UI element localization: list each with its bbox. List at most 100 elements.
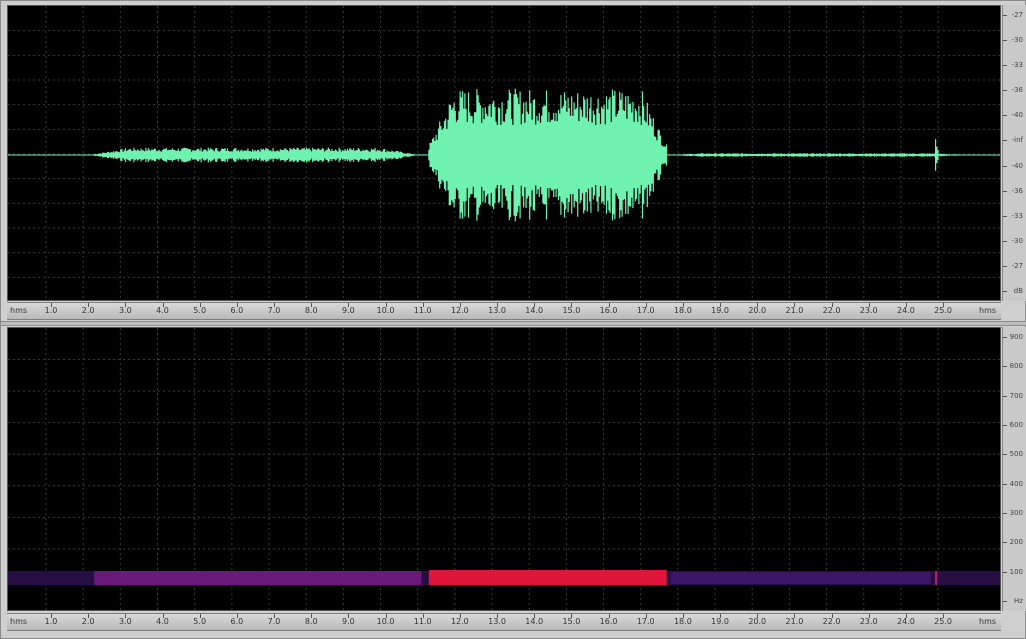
ruler-tick-mark (757, 614, 759, 618)
ruler-tick-mark (51, 303, 52, 307)
scale-tick-mark (1003, 337, 1007, 338)
spectrogram-click (935, 571, 938, 585)
ruler-tick-label: 20.0 (748, 617, 767, 626)
scale-tick-mark (1003, 140, 1007, 142)
time-unit-label: hms (10, 306, 28, 315)
scale-tick-mark (1003, 90, 1007, 92)
scale-tick-mark (1003, 115, 1007, 117)
ruler-tick-mark (831, 303, 833, 307)
ruler-tick-mark (943, 614, 945, 618)
scale-tick-label: -36 (1011, 186, 1023, 195)
scale-tick-mark (1003, 425, 1007, 426)
spectrogram-band-quiet (94, 571, 422, 585)
ruler-tick-label: 8.0 (304, 306, 318, 315)
ruler-tick-label: 20.0 (748, 306, 767, 315)
ruler-tick-label: 11.0 (413, 306, 432, 315)
ruler-tick-label: 23.0 (859, 617, 878, 626)
ruler-tick-mark (905, 614, 907, 618)
ruler-tick-label: 2.0 (81, 306, 95, 315)
ruler-tick-label: 1.0 (44, 617, 58, 626)
scale-tick-mark (1003, 542, 1007, 544)
ruler-tick-mark (236, 614, 238, 618)
scale-tick-label: -40 (1011, 161, 1023, 170)
ruler-tick-label: 4.0 (156, 617, 169, 626)
ruler-tick-label: 13.0 (488, 617, 506, 626)
ruler-tick-label: 3.0 (118, 617, 132, 626)
ruler-tick-label: 16.0 (599, 306, 618, 315)
time-unit-label: hms (10, 617, 28, 626)
ruler-tick-mark (868, 614, 870, 618)
ruler-tick-mark (199, 303, 201, 307)
ruler-tick-mark (51, 614, 52, 618)
ruler-tick-label: 5.0 (193, 306, 207, 315)
scale-tick-mark (1003, 366, 1007, 368)
waveform-display[interactable] (7, 5, 1001, 301)
spectrogram-display[interactable] (7, 327, 1001, 611)
scale-tick-label: 600 (1009, 421, 1023, 429)
scale-tick-label: 400 (1009, 479, 1023, 488)
ruler-tick-mark (757, 303, 759, 307)
ruler-tick-mark (125, 303, 127, 307)
ruler-tick-label: 13.0 (488, 306, 506, 315)
ruler-tick-mark (497, 614, 499, 618)
scale-tick-label: -33 (1011, 61, 1023, 70)
waveform-plot (8, 6, 1000, 300)
ruler-tick-mark (311, 614, 313, 618)
scale-tick-label: 200 (1009, 538, 1023, 547)
ruler-tick-mark (311, 303, 313, 307)
panel-splitter[interactable] (1, 321, 1026, 326)
ruler-tick-mark (720, 614, 722, 618)
scale-tick-label: 500 (1009, 450, 1023, 459)
ruler-tick-label: 7.0 (267, 306, 281, 315)
scale-tick-mark (1003, 513, 1007, 514)
scale-tick-label: dB (1013, 287, 1023, 295)
ruler-tick-mark (868, 303, 870, 307)
amplitude-scale: -27 -30 -33 -36 -40 -inf -40 -36 -33 -30 -27 dB (1002, 5, 1026, 301)
ruler-tick-mark (236, 303, 238, 307)
ruler-tick-mark (831, 614, 833, 618)
ruler-tick-label: 18.0 (673, 306, 692, 315)
ruler-tick-mark (385, 614, 387, 618)
scale-tick-label: 800 (1009, 362, 1023, 371)
ruler-tick-mark (199, 614, 201, 618)
ruler-tick-mark (571, 614, 573, 618)
ruler-tick-mark (645, 303, 647, 307)
ruler-tick-mark (385, 303, 387, 307)
ruler-tick-mark (608, 303, 610, 307)
time-ruler-bottom[interactable]: hms hms 1.0 2.0 3.0 4.0 5.0 6.0 7.0 8.0 9.0 10.0 1… (7, 613, 1001, 631)
waveform-segment (428, 88, 668, 222)
scale-tick-label: 900 (1009, 333, 1023, 341)
ruler-tick-label: 3.0 (118, 306, 132, 315)
ruler-tick-mark (608, 614, 610, 618)
ruler-tick-label: 15.0 (562, 617, 581, 626)
ruler-tick-mark (905, 303, 907, 307)
ruler-tick-mark (348, 303, 350, 307)
ruler-tick-mark (682, 614, 684, 618)
scale-tick-mark (1003, 454, 1007, 456)
ruler-tick-label: 7.0 (267, 617, 281, 626)
scale-tick-label: -40 (1011, 111, 1023, 120)
scale-tick-label: 300 (1009, 509, 1023, 517)
ruler-tick-label: 9.0 (341, 617, 355, 626)
ruler-tick-label: 18.0 (673, 617, 692, 626)
time-ruler-top[interactable]: hms hms 1.0 2.0 3.0 4.0 5.0 6.0 7.0 8.0 9.0 10.0 1… (7, 302, 1001, 320)
ruler-tick-mark (348, 614, 350, 618)
ruler-tick-mark (571, 303, 573, 307)
ruler-tick-label: 1.0 (44, 306, 58, 315)
ruler-tick-mark (422, 303, 424, 307)
ruler-tick-mark (459, 614, 461, 618)
waveform-segment (669, 153, 964, 157)
ruler-tick-label: 10.0 (376, 617, 395, 626)
waveform-segment (93, 147, 415, 163)
ruler-tick-label: 23.0 (859, 306, 878, 315)
ruler-tick-label: 24.0 (897, 617, 915, 626)
ruler-tick-label: 11.0 (413, 617, 432, 626)
ruler-tick-mark (274, 614, 276, 618)
ruler-tick-mark (794, 303, 796, 307)
ruler-tick-label: 5.0 (193, 617, 207, 626)
ruler-tick-mark (459, 303, 461, 307)
ruler-tick-label: 9.0 (341, 306, 355, 315)
ruler-tick-mark (794, 614, 796, 618)
ruler-tick-mark (422, 614, 424, 618)
ruler-tick-mark (88, 614, 90, 618)
